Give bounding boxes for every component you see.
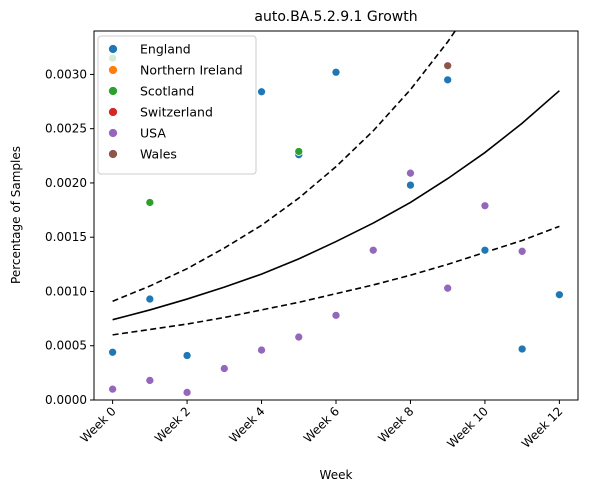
- data-point: [108, 347, 117, 357]
- data-point: [145, 294, 155, 304]
- y-tick-label: 0.0000: [45, 393, 87, 407]
- y-tick-label: 0.0010: [45, 284, 87, 298]
- data-point: [517, 246, 527, 256]
- data-point: [443, 283, 453, 293]
- data-point: [368, 245, 378, 255]
- x-tick-label: Week 8: [375, 404, 416, 445]
- legend-marker: [108, 86, 118, 96]
- data-point: [257, 87, 266, 97]
- legend-marker: [108, 128, 118, 138]
- legend-label: Switzerland: [140, 105, 213, 120]
- legend-marker: [108, 44, 118, 54]
- data-point: [145, 198, 155, 207]
- chart-title: auto.BA.5.2.9.1 Growth: [254, 9, 417, 25]
- data-point: [443, 75, 453, 85]
- x-axis-label: Week: [320, 468, 353, 482]
- data-point: [145, 376, 155, 385]
- y-axis-label: Percentage of Samples: [9, 146, 23, 284]
- legend-box: [97, 35, 257, 175]
- data-point: [294, 332, 304, 342]
- growth-fit-line: [112, 90, 560, 321]
- x-tick-label: Week 6: [301, 404, 342, 445]
- data-point: [406, 168, 415, 178]
- x-tick-label: Week 4: [226, 404, 267, 445]
- legend-marker: [108, 107, 118, 117]
- y-tick-label: 0.0030: [45, 67, 87, 81]
- legend-label: England: [140, 42, 191, 57]
- data-point: [555, 290, 564, 300]
- legend-label: Northern Ireland: [140, 63, 243, 78]
- x-tick-label: Week 10: [444, 404, 491, 451]
- data-point: [480, 201, 490, 211]
- x-tick-label: Week 0: [77, 404, 118, 445]
- legend-marker: [108, 149, 118, 159]
- x-tick-label: Week 2: [152, 404, 193, 445]
- data-point: [406, 180, 415, 190]
- y-tick-label: 0.0005: [45, 339, 87, 353]
- legend-marker: [108, 65, 118, 75]
- data-point: [331, 67, 341, 77]
- confidence-bound-line: [112, 31, 456, 302]
- y-tick-label: 0.0020: [45, 176, 87, 190]
- legend-label: Scotland: [140, 84, 194, 99]
- data-point: [294, 147, 304, 156]
- data-point: [108, 384, 117, 394]
- data-points: [108, 53, 564, 397]
- data-point: [182, 388, 192, 397]
- data-point: [219, 364, 229, 373]
- data-point: [182, 351, 192, 360]
- legend: England Northern Ireland Scotland Switzerla…: [97, 35, 257, 175]
- data-point: [443, 61, 453, 71]
- legend-label: Wales: [140, 147, 177, 162]
- x-tick-label: Week 12: [519, 404, 566, 451]
- data-point: [480, 245, 490, 255]
- data-point: [257, 345, 266, 355]
- data-point: [331, 311, 341, 320]
- y-tick-label: 0.0025: [45, 122, 87, 136]
- legend-label: USA: [140, 126, 166, 141]
- y-tick-label: 0.0015: [45, 230, 87, 244]
- data-point: [517, 344, 527, 354]
